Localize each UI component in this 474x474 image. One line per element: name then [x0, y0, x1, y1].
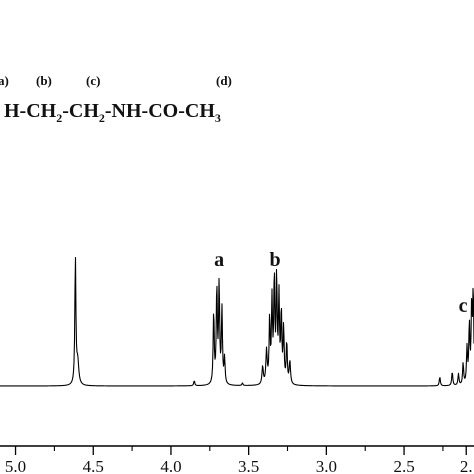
x-axis-ticks: 5.0 4.5 4.0 3.5 3.0 2.5 2. — [5, 446, 473, 474]
peak-label-a: a — [214, 249, 224, 271]
x-tick-label: 4.5 — [83, 457, 104, 474]
x-tick-label: 2.5 — [393, 457, 414, 474]
peak-label-b: b — [270, 249, 281, 271]
x-tick-label: 5.0 — [5, 457, 26, 474]
formula-head: H-CH — [4, 100, 57, 122]
structure-label-c: (c) — [86, 73, 100, 88]
x-tick-label: 4.0 — [160, 457, 181, 474]
structure-label-b: (b) — [36, 73, 52, 88]
x-tick-label: 2. — [460, 457, 473, 474]
peak-label-c: c — [459, 295, 468, 317]
x-tick-label: 3.5 — [238, 457, 259, 474]
x-tick-label: 3.0 — [316, 457, 337, 474]
formula-tail: -NH-CO-CH — [105, 100, 215, 122]
peak-labels: a b c — [214, 249, 468, 317]
spectrum-line — [0, 256, 474, 387]
structure-formula: H-CH2-CH2-NH-CO-CH3 — [4, 100, 221, 125]
formula-sub-2: 2 — [99, 111, 105, 125]
structure-label-d: (d) — [216, 73, 232, 88]
formula-sub-3: 3 — [215, 111, 221, 125]
formula-sub-1: 2 — [56, 111, 62, 125]
formula-mid: -CH — [62, 100, 99, 122]
structure-label-a: a) — [0, 73, 9, 88]
